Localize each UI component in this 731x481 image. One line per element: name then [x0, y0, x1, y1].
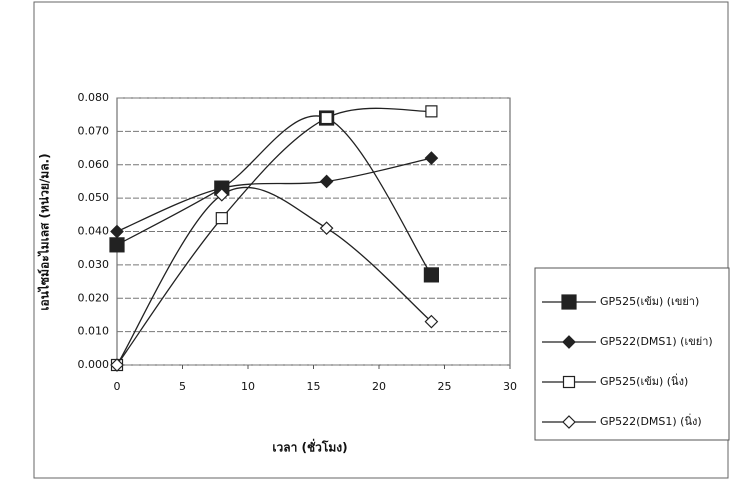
marker — [426, 106, 437, 117]
marker — [321, 113, 332, 124]
x-axis-title: เวลา (ชั่วโมง) — [272, 439, 347, 455]
x-tick-label: 20 — [372, 380, 386, 393]
marker — [110, 238, 124, 252]
y-tick-label: 0.060 — [78, 158, 110, 171]
y-tick-label: 0.040 — [78, 225, 110, 238]
y-tick-label: 0.070 — [78, 124, 110, 137]
y-tick-label: 0.010 — [78, 325, 110, 338]
y-axis-title: เอนไซม์อะไมเลส (หน่วย/มล.) — [37, 153, 52, 310]
y-tick-label: 0.030 — [78, 258, 110, 271]
marker — [216, 213, 227, 224]
y-tick-label: 0.000 — [78, 358, 110, 371]
x-tick-label: 25 — [438, 380, 452, 393]
x-tick-label: 10 — [241, 380, 255, 393]
chart: เวลา (ชั่วโมง) เอนไซม์อะไมเลส (หน่วย/มล.… — [0, 0, 731, 481]
legend-label: GP525(เข้ม) (นิ่ง) — [600, 373, 688, 388]
marker — [564, 377, 575, 388]
y-tick-label: 0.020 — [78, 291, 110, 304]
legend-label: GP522(DMS1) (เขย่า) — [600, 335, 713, 348]
x-tick-label: 0 — [114, 380, 121, 393]
legend-label: GP525(เข้ม) (เขย่า) — [600, 295, 699, 308]
legend-label: GP522(DMS1) (นิ่ง) — [600, 413, 702, 428]
y-tick-label: 0.080 — [78, 91, 110, 104]
marker — [424, 268, 438, 282]
x-tick-label: 30 — [503, 380, 517, 393]
x-tick-label: 5 — [179, 380, 186, 393]
y-tick-label: 0.050 — [78, 191, 110, 204]
x-tick-label: 15 — [307, 380, 321, 393]
marker — [562, 295, 576, 309]
